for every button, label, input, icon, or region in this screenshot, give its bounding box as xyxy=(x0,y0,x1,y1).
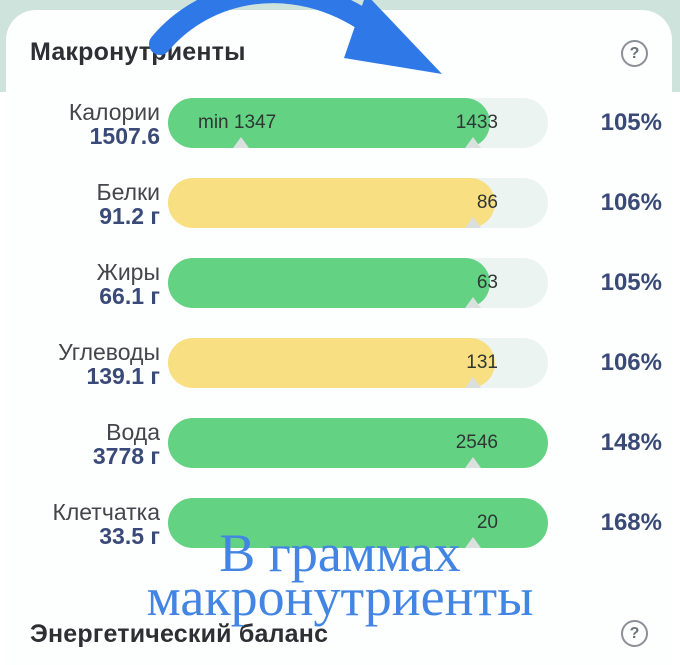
progress-bar-track: 86 xyxy=(168,178,548,228)
macronutrient-row: Жиры 66.1 г 63 105% xyxy=(0,258,680,308)
section-title-energy-balance: Энергетический баланс xyxy=(30,620,329,648)
min-marker-icon xyxy=(233,137,249,148)
goal-marker-icon xyxy=(465,537,481,548)
progress-bar-fill xyxy=(168,338,495,388)
bar-goal-label: 86 xyxy=(476,192,498,213)
row-label: Вода 3778 г xyxy=(0,420,160,468)
row-label: Жиры 66.1 г xyxy=(0,260,160,308)
nutrient-name: Углеводы xyxy=(58,339,160,365)
macronutrient-row: Белки 91.2 г 86 106% xyxy=(0,178,680,228)
macronutrient-row: Клетчатка 33.5 г 20 168% xyxy=(0,498,680,548)
bar-goal-label: 20 xyxy=(476,512,498,533)
goal-marker-icon xyxy=(465,457,481,468)
bar-goal-label: 1433 xyxy=(455,112,498,133)
nutrient-current-value: 33.5 г xyxy=(99,523,160,549)
row-label: Углеводы 139.1 г xyxy=(0,340,160,388)
progress-bar-fill xyxy=(168,258,490,308)
progress-bar-fill xyxy=(168,498,548,548)
bar-min-label: min 1347 xyxy=(198,112,277,133)
percent-of-goal: 106% xyxy=(600,189,662,216)
nutrient-name: Жиры xyxy=(96,259,160,285)
nutrient-name: Белки xyxy=(96,179,160,205)
macronutrient-row: Калории 1507.6 min 1347 1433 105% xyxy=(0,98,680,148)
bar-goal-label: 131 xyxy=(466,352,498,373)
nutrient-name: Калории xyxy=(68,99,160,125)
progress-bar-track: min 1347 1433 xyxy=(168,98,548,148)
nutrient-name: Клетчатка xyxy=(52,499,160,525)
row-label: Клетчатка 33.5 г xyxy=(0,500,160,548)
page-title: Макронутриенты xyxy=(30,38,246,66)
row-label: Калории 1507.6 xyxy=(0,100,160,148)
bar-goal-label: 2546 xyxy=(455,432,498,453)
nutrient-current-value: 139.1 г xyxy=(86,363,160,389)
progress-bar-track: 20 xyxy=(168,498,548,548)
percent-of-goal: 168% xyxy=(600,509,662,536)
percent-of-goal: 106% xyxy=(600,349,662,376)
nutrient-name: Вода xyxy=(106,419,160,445)
help-icon[interactable]: ? xyxy=(621,40,648,67)
goal-marker-icon xyxy=(465,297,481,308)
progress-bar-fill xyxy=(168,98,490,148)
progress-bar-track: 63 xyxy=(168,258,548,308)
nutrient-current-value: 1507.6 xyxy=(89,123,160,149)
goal-marker-icon xyxy=(465,137,481,148)
progress-bar-fill xyxy=(168,418,548,468)
macronutrient-row: Углеводы 139.1 г 131 106% xyxy=(0,338,680,388)
row-label: Белки 91.2 г xyxy=(0,180,160,228)
progress-bar-track: 2546 xyxy=(168,418,548,468)
percent-of-goal: 148% xyxy=(600,429,662,456)
help-icon[interactable]: ? xyxy=(621,620,648,647)
percent-of-goal: 105% xyxy=(600,269,662,296)
nutrient-current-value: 3778 г xyxy=(92,443,160,469)
goal-marker-icon xyxy=(465,217,481,228)
goal-marker-icon xyxy=(465,377,481,388)
macronutrient-row: Вода 3778 г 2546 148% xyxy=(0,418,680,468)
nutrient-current-value: 66.1 г xyxy=(99,283,160,309)
progress-bar-fill xyxy=(168,178,495,228)
bar-goal-label: 63 xyxy=(476,272,498,293)
progress-bar-track: 131 xyxy=(168,338,548,388)
percent-of-goal: 105% xyxy=(600,109,662,136)
nutrient-current-value: 91.2 г xyxy=(99,203,160,229)
